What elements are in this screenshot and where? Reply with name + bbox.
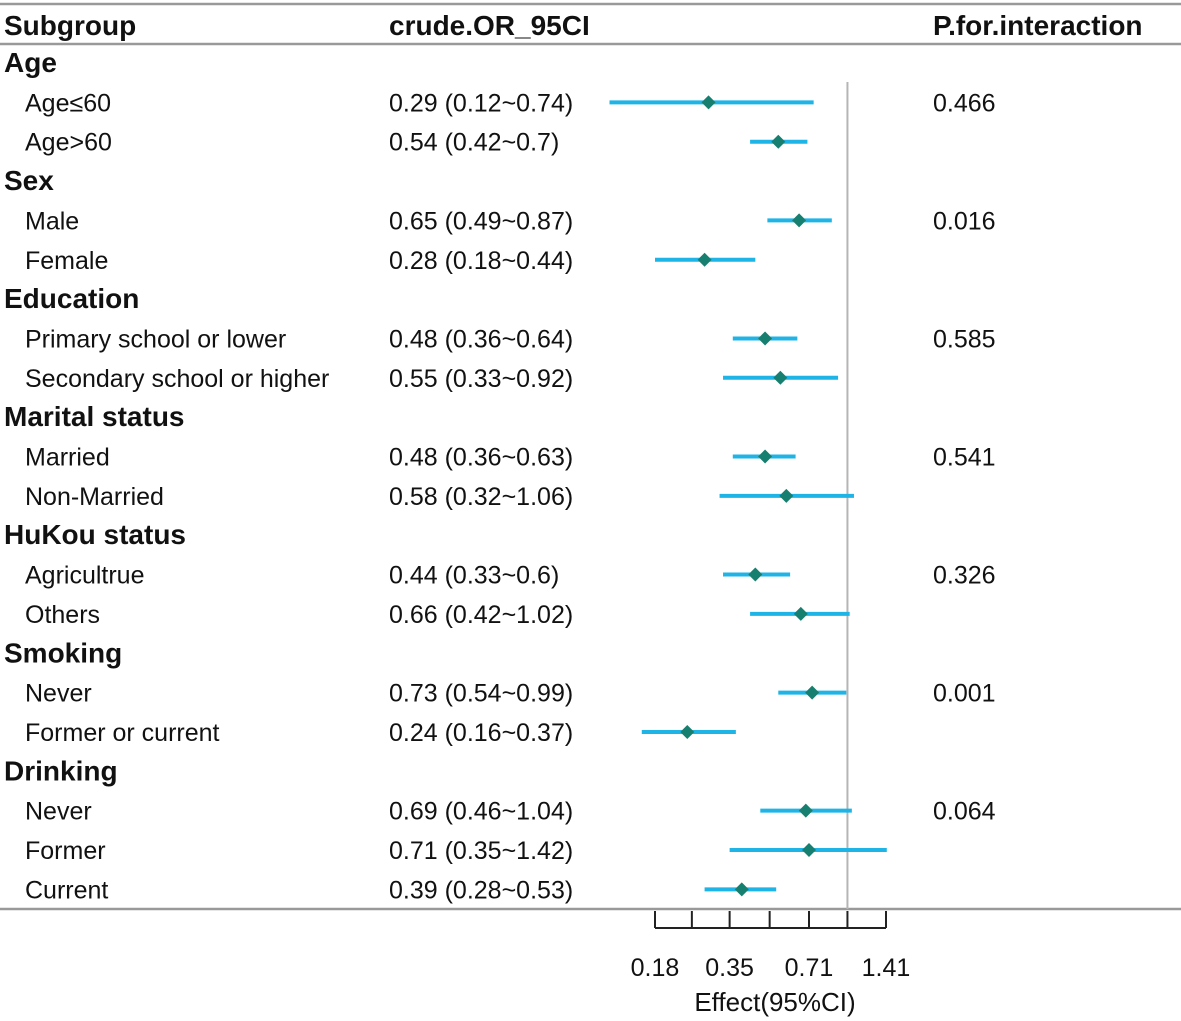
group-label: HuKou status	[4, 519, 186, 550]
rows-layer: Age Age≤60 0.29 (0.12~0.74) 0.466 Age>60 0.54…	[4, 47, 996, 904]
subgroup-label: Male	[25, 207, 79, 235]
x-tick-label: 0.35	[705, 954, 754, 982]
group-label: Smoking	[4, 637, 122, 668]
subgroup-label: Former or current	[25, 719, 220, 747]
subgroup-label: Current	[25, 876, 108, 904]
x-tick-label: 0.18	[631, 954, 680, 982]
point-estimate	[758, 449, 773, 464]
point-estimate	[701, 95, 716, 110]
or-ci-text: 0.44 (0.33~0.6)	[389, 562, 559, 590]
or-ci-text: 0.28 (0.18~0.44)	[389, 247, 573, 275]
header-p-interaction: P.for.interaction	[933, 10, 1143, 41]
p-interaction-value: 0.001	[933, 680, 996, 708]
or-ci-text: 0.58 (0.32~1.06)	[389, 483, 573, 511]
point-estimate	[748, 567, 763, 582]
point-estimate	[779, 488, 794, 503]
x-axis-label: Effect(95%CI)	[694, 987, 855, 1017]
subgroup-label: Secondary school or higher	[25, 365, 329, 393]
or-ci-text: 0.65 (0.49~0.87)	[389, 207, 573, 235]
subgroup-label: Former	[25, 837, 106, 865]
point-estimate	[680, 724, 695, 739]
header-or-ci: crude.OR_95CI	[389, 10, 590, 41]
or-ci-text: 0.54 (0.42~0.7)	[389, 129, 559, 157]
point-estimate	[792, 213, 807, 228]
or-ci-text: 0.66 (0.42~1.02)	[389, 601, 573, 629]
point-estimate	[805, 685, 820, 700]
or-ci-text: 0.48 (0.36~0.64)	[389, 325, 573, 353]
or-ci-text: 0.48 (0.36~0.63)	[389, 444, 573, 472]
subgroup-label: Married	[25, 444, 110, 472]
p-interaction-value: 0.064	[933, 798, 996, 826]
x-tick-label: 0.71	[785, 954, 834, 982]
subgroup-label: Non-Married	[25, 483, 164, 511]
or-ci-text: 0.69 (0.46~1.04)	[389, 798, 573, 826]
or-ci-text: 0.73 (0.54~0.99)	[389, 680, 573, 708]
subgroup-label: Agricultrue	[25, 562, 145, 590]
header-subgroup: Subgroup	[4, 10, 136, 41]
p-interaction-value: 0.326	[933, 562, 996, 590]
point-estimate	[771, 134, 786, 149]
point-estimate	[798, 803, 813, 818]
or-ci-text: 0.24 (0.16~0.37)	[389, 719, 573, 747]
or-ci-text: 0.29 (0.12~0.74)	[389, 89, 573, 117]
subgroup-label: Never	[25, 798, 92, 826]
group-label: Education	[4, 283, 139, 314]
group-label: Age	[4, 47, 57, 78]
point-estimate	[773, 370, 788, 385]
group-label: Drinking	[4, 755, 118, 786]
p-interaction-value: 0.541	[933, 444, 996, 472]
point-estimate	[697, 252, 712, 267]
point-estimate	[793, 606, 808, 621]
subgroup-label: Others	[25, 601, 100, 629]
point-estimate	[802, 843, 817, 857]
or-ci-text: 0.71 (0.35~1.42)	[389, 837, 573, 865]
point-estimate	[758, 331, 773, 346]
x-axis: 0.18 0.35 0.71 1.41	[631, 911, 911, 982]
group-label: Marital status	[4, 401, 185, 432]
group-label: Sex	[4, 165, 54, 196]
subgroup-label: Age>60	[25, 129, 112, 157]
subgroup-label: Age≤60	[25, 89, 111, 117]
point-estimate	[734, 882, 749, 897]
p-interaction-value: 0.016	[933, 207, 996, 235]
or-ci-text: 0.39 (0.28~0.53)	[389, 876, 573, 904]
subgroup-label: Never	[25, 680, 92, 708]
subgroup-label: Primary school or lower	[25, 325, 286, 353]
p-interaction-value: 0.585	[933, 325, 996, 353]
x-tick-label: 1.41	[862, 954, 911, 982]
or-ci-text: 0.55 (0.33~0.92)	[389, 365, 573, 393]
p-interaction-value: 0.466	[933, 89, 996, 117]
subgroup-label: Female	[25, 247, 108, 275]
